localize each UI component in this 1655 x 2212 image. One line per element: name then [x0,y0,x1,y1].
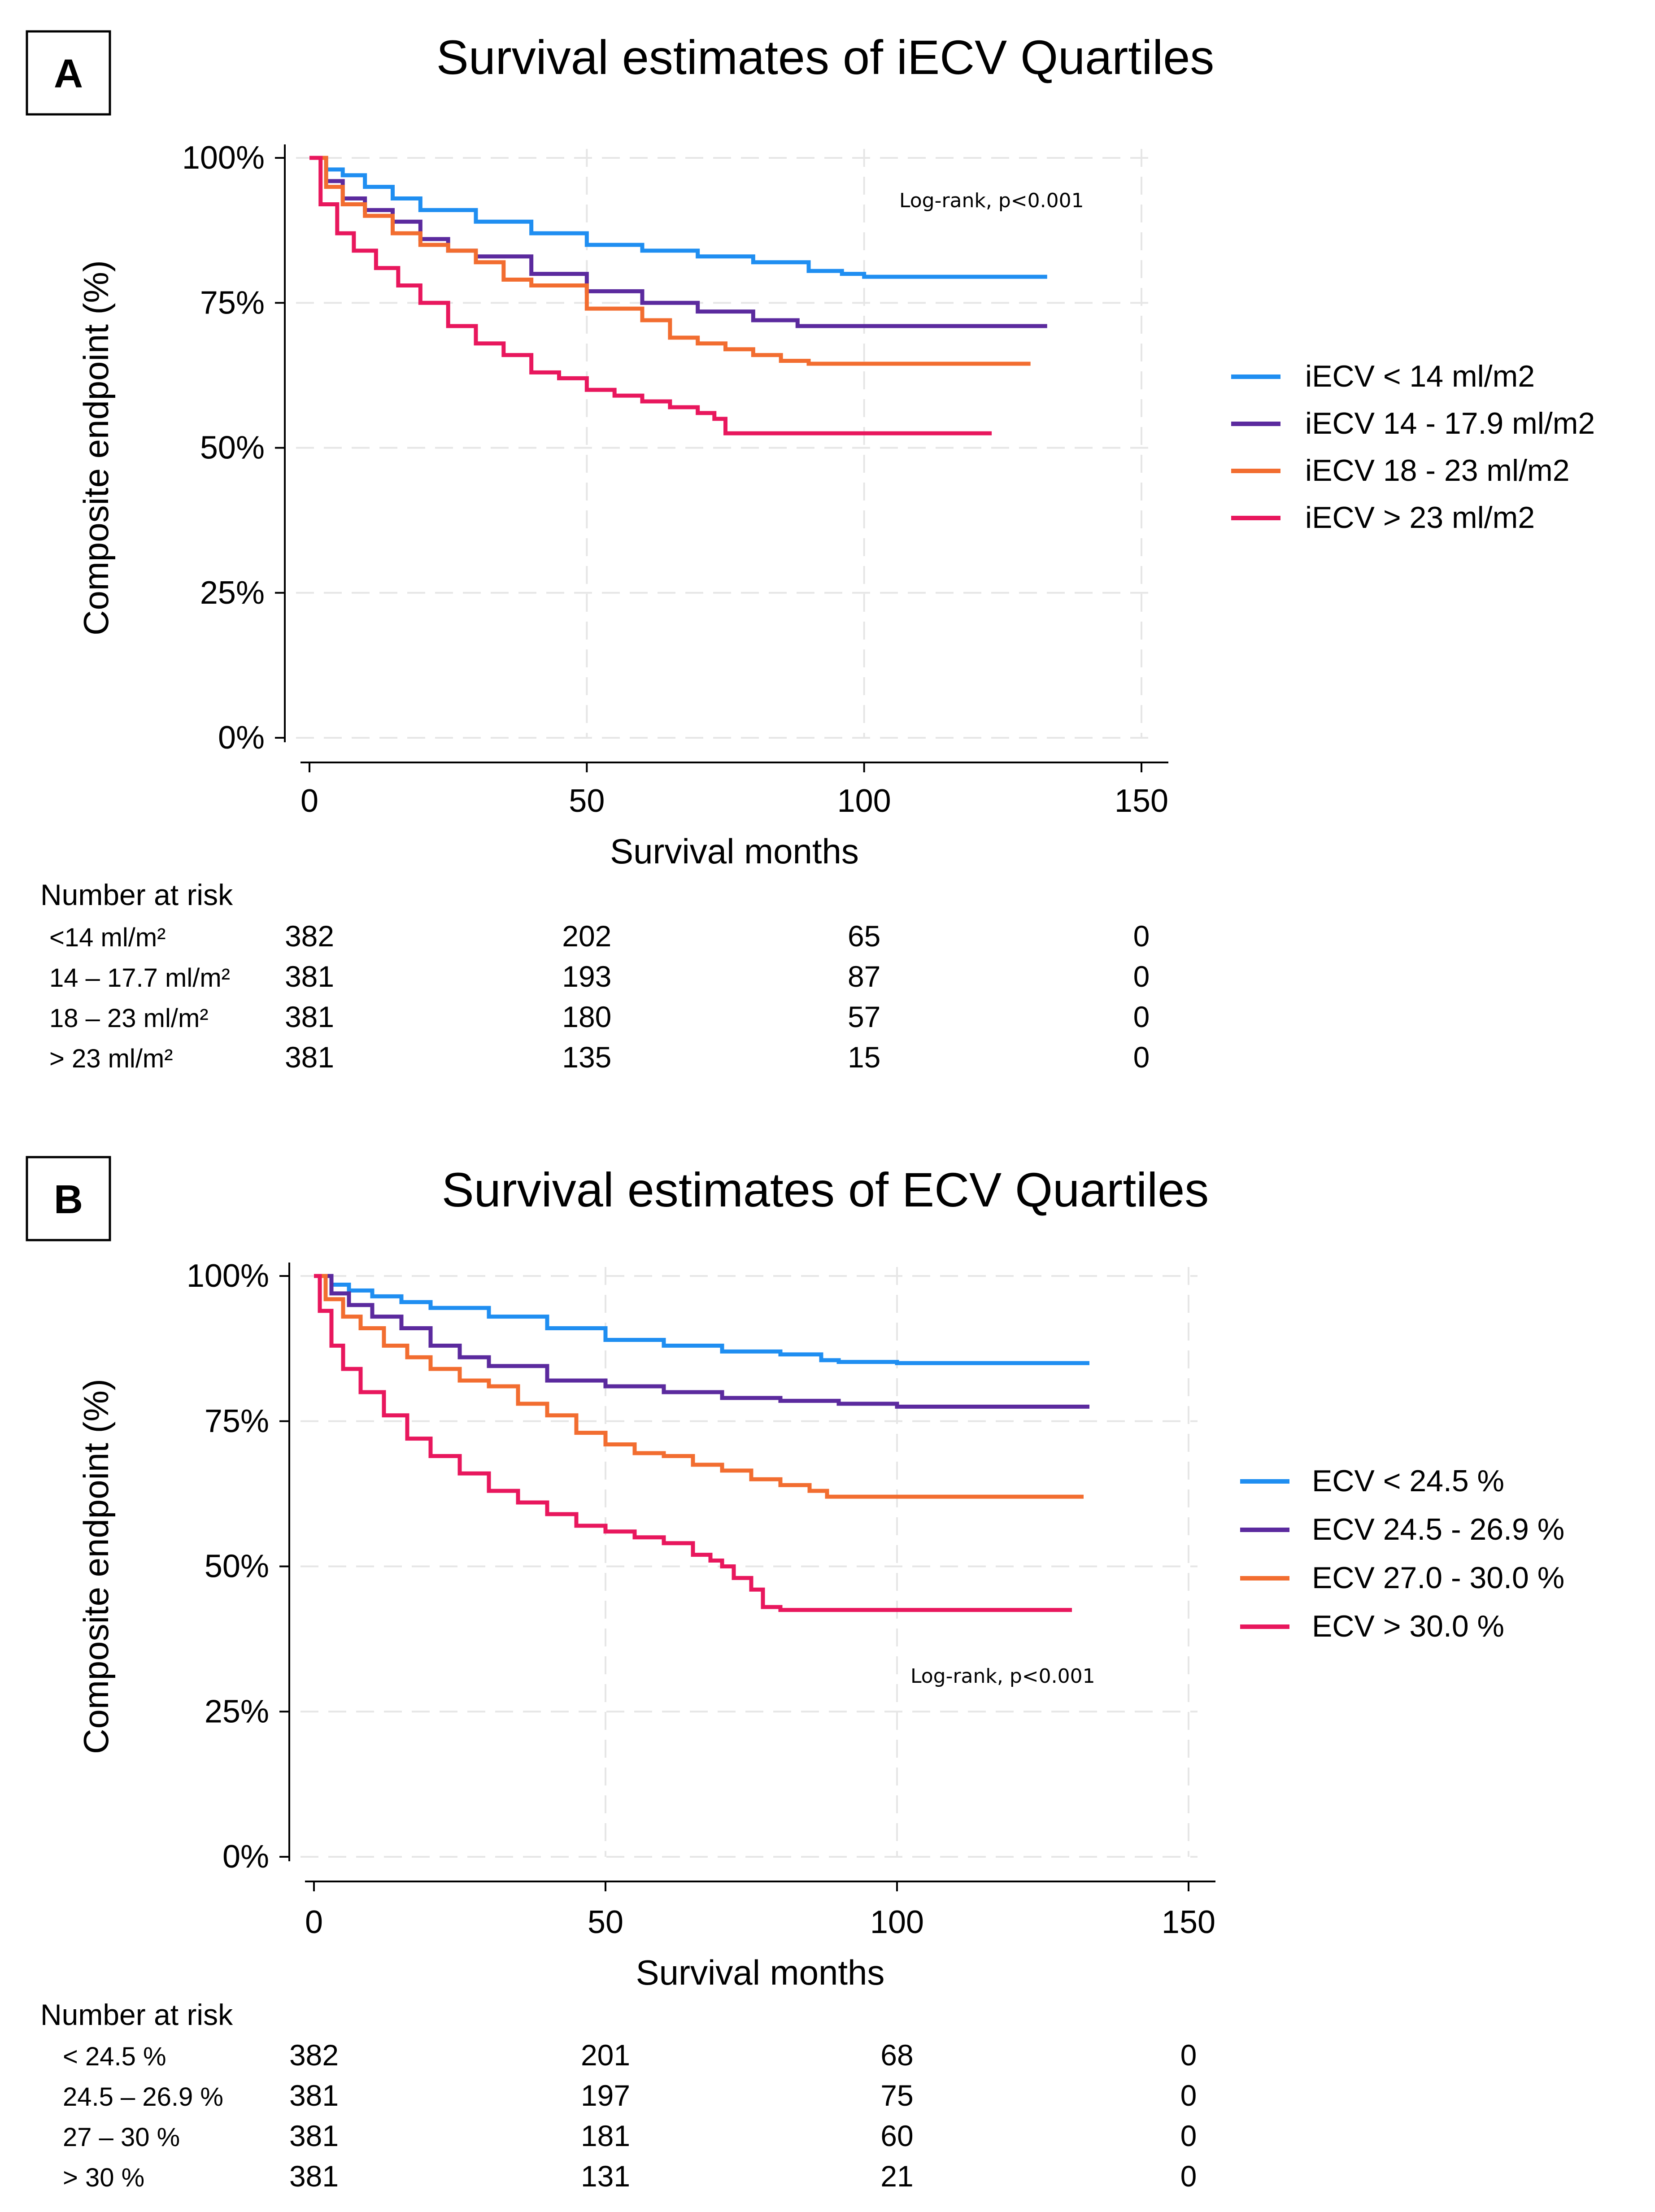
panel-a-risk-row-label: 18 – 23 ml/m² [49,1004,209,1033]
panel-b-series-line-ecv-24-5-26-9 [314,1274,1089,1409]
panel-a-risk-value: 382 [285,919,334,953]
panel-b-risk-value: 381 [289,2119,339,2152]
panel-a-y-tick-label: 75% [200,285,265,321]
panel-a-title: Survival estimates of iECV Quartiles [436,30,1215,84]
panel-b-series-line-ecv-24-5 [314,1274,1089,1365]
panel-a-series-line-iecv-18-23-ml-m2 [309,156,1031,366]
panel-a-x-tick-label: 150 [1115,783,1168,819]
panel-b-y-tick-label: 0% [222,1839,269,1875]
panel-a-x-tick-label: 100 [837,783,891,819]
panel-b-title: Survival estimates of ECV Quartiles [442,1163,1209,1217]
panel-b-risk-value: 68 [880,2038,913,2072]
panel-a-risk-row-label: 14 – 17.7 ml/m² [49,963,230,993]
panel-a-y-axis-title: Composite endpoint (%) [76,260,116,636]
panel-b-risk-value: 382 [289,2038,339,2072]
panel-b-legend-label: ECV < 24.5 % [1312,1464,1504,1498]
panel-a-risk-value: 0 [1133,919,1150,953]
panel-a-y-tick-label: 0% [218,720,265,756]
panel-a-risk-value: 381 [285,1041,334,1074]
panel-a-risk-value: 202 [562,919,611,953]
panel-a-risk-row-label: <14 ml/m² [49,923,166,952]
panel-a-x-tick-label: 0 [301,783,318,819]
panel-b-logrank-annotation: Log-rank, p<0.001 [910,1665,1095,1688]
panel-b-risk-value: 75 [880,2079,913,2112]
panel-b-y-tick-label: 50% [205,1549,269,1585]
panel-b-risk-value: 131 [581,2160,630,2193]
panel-a-logrank-annotation: Log-rank, p<0.001 [899,189,1084,212]
panel-a-risk-value: 0 [1133,960,1150,993]
panel-b-risk-value: 381 [289,2079,339,2112]
panel-a-risk-heading: Number at risk [40,878,233,911]
panel-a-risk-value: 381 [285,1000,334,1033]
panel-b-label: B [54,1177,83,1222]
panel-a-series-line-iecv-14-17-9-ml-m2 [309,156,1047,328]
panel-b-series-line-ecv-30-0 [314,1274,1072,1612]
panel-a-risk-value: 87 [848,960,880,993]
panel-a-risk-value: 57 [848,1000,880,1033]
panel-b-risk-value: 181 [581,2119,630,2152]
panel-a-risk-value: 381 [285,960,334,993]
panel-a-legend-label: iECV > 23 ml/m2 [1305,501,1535,535]
panel-a-y-tick-label: 100% [182,140,265,176]
panel-a-risk-value: 135 [562,1041,611,1074]
panel-b-y-axis-title: Composite endpoint (%) [76,1379,116,1754]
panel-a-risk-value: 65 [848,919,880,953]
panel-a-risk-value: 15 [848,1041,880,1074]
panel-b-risk-value: 60 [880,2119,913,2152]
panel-a-legend-label: iECV < 14 ml/m2 [1305,359,1535,393]
panel-b-risk-value: 201 [581,2038,630,2072]
panel-a-series-line-iecv-23-ml-m2 [309,156,992,435]
panel-b-risk-row-label: 27 – 30 % [63,2123,180,2152]
panel-a-risk-value: 0 [1133,1000,1150,1033]
panel-b-risk-row-label: 24.5 – 26.9 % [63,2082,223,2112]
panel-b-risk-value: 197 [581,2079,630,2112]
panel-b-x-tick-label: 50 [588,1904,623,1940]
panel-a-label: A [54,52,83,96]
panel-b-risk-value: 0 [1180,2160,1197,2193]
panel-b-x-tick-label: 0 [305,1904,323,1940]
panel-b-legend-label: ECV > 30.0 % [1312,1609,1504,1643]
panel-b-risk-value: 0 [1180,2038,1197,2072]
panel-b-risk-value: 21 [880,2160,913,2193]
panel-a-risk-row-label: > 23 ml/m² [49,1044,173,1073]
panel-a-legend-label: iECV 18 - 23 ml/m2 [1305,453,1570,488]
panel-b-risk-heading: Number at risk [40,1998,233,2031]
panel-a-x-axis-title: Survival months [610,832,859,871]
panel-a-legend-label: iECV 14 - 17.9 ml/m2 [1305,406,1595,440]
panel-b-x-tick-label: 100 [870,1904,924,1940]
panel-a-x-tick-label: 50 [569,783,605,819]
panel-b-legend-label: ECV 24.5 - 26.9 % [1312,1512,1564,1546]
panel-b-x-axis-title: Survival months [636,1953,885,1992]
panel-a-risk-value: 0 [1133,1041,1150,1074]
panel-b-risk-row-label: > 30 % [63,2163,144,2192]
panel-b-series-line-ecv-27-0-30-0 [314,1274,1084,1499]
panel-a-y-tick-label: 50% [200,430,265,466]
panel-b-label-box [26,1156,111,1241]
panel-b-x-tick-label: 150 [1162,1904,1215,1940]
panel-b-risk-value: 0 [1180,2079,1197,2112]
panel-a-risk-value: 180 [562,1000,611,1033]
panel-b-y-tick-label: 100% [187,1258,269,1294]
panel-a-series-line-iecv-14-ml-m2 [309,156,1047,279]
panel-b-risk-value: 381 [289,2160,339,2193]
panel-b-y-tick-label: 25% [205,1694,269,1729]
panel-b-y-tick-label: 75% [205,1403,269,1439]
panel-a-risk-value: 193 [562,960,611,993]
panel-a-label-box [26,30,111,116]
panel-b-legend-label: ECV 27.0 - 30.0 % [1312,1561,1564,1595]
panel-b-risk-row-label: < 24.5 % [63,2042,166,2071]
panel-b-risk-value: 0 [1180,2119,1197,2152]
panel-a-y-tick-label: 25% [200,575,265,611]
